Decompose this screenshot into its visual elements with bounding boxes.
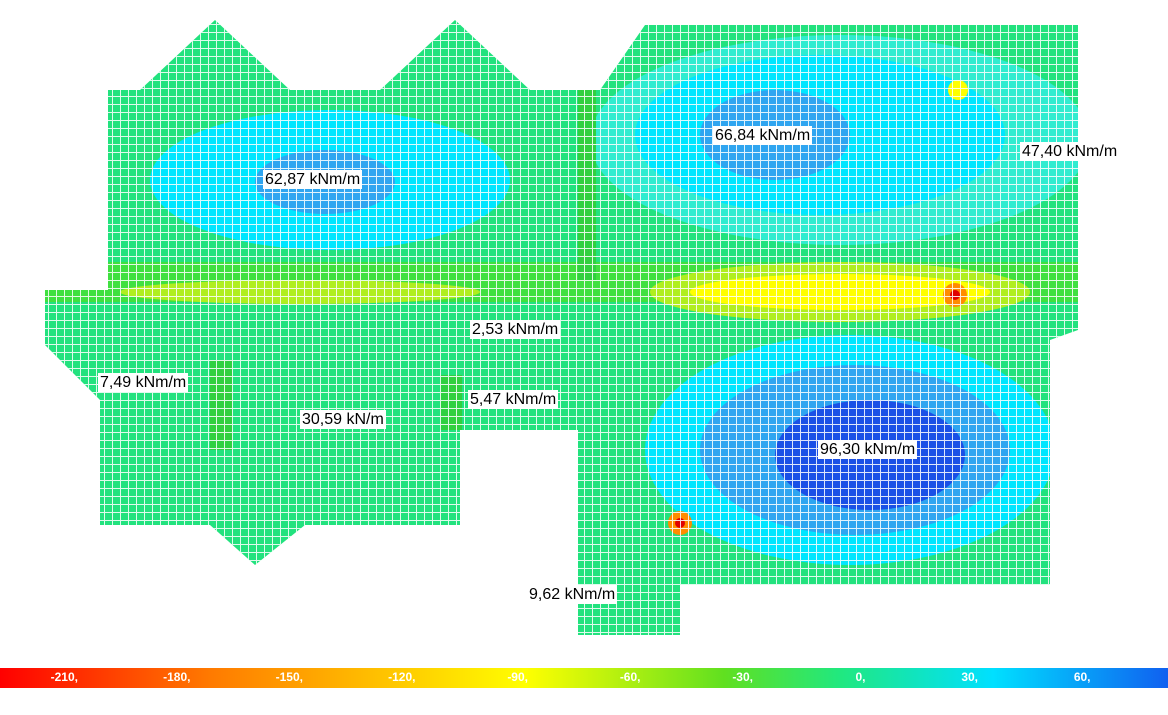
- result-label: 5,47 kNm/m: [468, 390, 559, 409]
- result-label: 2,53 kNm/m: [470, 320, 561, 339]
- scale-label: -90,: [507, 670, 528, 684]
- scale-label: 30,: [961, 670, 978, 684]
- scale-label: -60,: [619, 670, 641, 684]
- scale-label: 0,: [855, 670, 866, 684]
- scale-label: 90,: [1143, 667, 1168, 687]
- result-label: 47,40 kNm/m: [1020, 142, 1120, 161]
- result-label: 62,87 kNm/m: [263, 170, 363, 189]
- result-label: 96,30 kNm/m: [818, 440, 918, 459]
- result-label: 66,84 kNm/m: [713, 126, 813, 145]
- scale-label: -210,: [50, 670, 78, 684]
- scale-label: 60,: [1073, 670, 1091, 684]
- result-label: 30,59 kN/m: [300, 410, 386, 429]
- scale-label: -30,: [732, 670, 753, 684]
- result-label: 7,49 kNm/m: [98, 373, 189, 392]
- slab: [45, 20, 1078, 635]
- result-label: 9,62 kNm/m: [527, 585, 618, 604]
- scale-label: -180,: [163, 670, 191, 684]
- scale-label: -150,: [275, 670, 303, 684]
- color-scale: [0, 668, 1168, 688]
- scale-label: -120,: [388, 670, 416, 684]
